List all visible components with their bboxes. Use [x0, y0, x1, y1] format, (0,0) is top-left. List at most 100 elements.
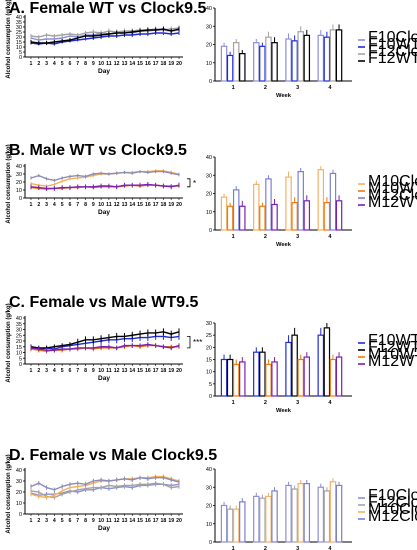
y-tick-label: 30 [16, 25, 22, 31]
bar [323, 490, 331, 543]
x-tick-label: 12 [114, 518, 120, 524]
bar [226, 54, 234, 82]
y-tick-label: 40 [16, 15, 22, 21]
x-tick-label: 10 [98, 61, 104, 67]
x-tick-label: 4 [53, 518, 56, 524]
y-tick-label: 30 [16, 479, 22, 485]
bar [271, 203, 278, 231]
bar [297, 31, 304, 82]
bar [303, 356, 311, 397]
x-tick-label: 11 [106, 368, 112, 374]
x-tick-label: 20 [176, 202, 182, 208]
x-tick-label: 9 [92, 61, 95, 67]
bar [239, 205, 246, 231]
bar [291, 334, 298, 397]
bar [265, 36, 272, 82]
y-tick-label: 0 [19, 196, 22, 202]
bar-x-axis-label-1: Week [276, 242, 292, 248]
series-line-F12WT [30, 28, 180, 44]
y-tick-label: 15 [16, 40, 22, 46]
x-tick-label: 3 [45, 518, 48, 524]
y-tick-label: 10 [16, 501, 22, 507]
x-tick-label: 11 [106, 61, 112, 67]
bar-category-label: 1 [232, 400, 235, 406]
x-tick-label: 19 [168, 368, 174, 374]
x-tick-label: 8 [84, 368, 87, 374]
[object Object]: F12Clock5.2 [368, 43, 417, 60]
x-tick-label: 14 [129, 202, 135, 208]
x-tick-label: 13 [122, 368, 128, 374]
series-line-M12Clock [30, 170, 180, 182]
bar-y-tick-label: 40 [206, 467, 212, 473]
x-tick-label: 15 [137, 202, 143, 208]
bar-y-tick-label: 25 [206, 333, 212, 339]
x-tick-label: 4 [53, 202, 56, 208]
x-tick-label: 5 [61, 518, 64, 524]
x-tick-label: 9 [92, 202, 95, 208]
x-tick-label: 20 [176, 61, 182, 67]
x-tick-label: 16 [145, 61, 151, 67]
series-line-M12WT [30, 343, 180, 351]
x-tick-label: 11 [106, 518, 112, 524]
x-tick-label: 3 [45, 202, 48, 208]
y-axis-label-3: Alcohol consumption (g/kg) [6, 454, 12, 533]
bar [265, 495, 272, 543]
x-tick-label: 17 [153, 368, 159, 374]
bar-y-tick-label: 0 [209, 394, 212, 400]
x-tick-label: 16 [145, 202, 151, 208]
x-tick-label: 18 [161, 368, 167, 374]
series-line-M12WT [30, 183, 180, 190]
x-tick-label: 10 [98, 518, 104, 524]
y-tick-label: 10 [16, 45, 22, 51]
bar [297, 171, 304, 231]
y-tick-label: 20 [16, 339, 22, 345]
bar [271, 42, 278, 82]
bar-y-tick-label: 30 [206, 173, 212, 179]
x-tick-label: 5 [61, 368, 64, 374]
y-tick-label: 5 [19, 356, 22, 362]
bar-y-tick-label: 10 [206, 61, 212, 67]
x-tick-label: 10 [98, 202, 104, 208]
x-tick-label: 15 [137, 368, 143, 374]
x-tick-label: 1 [30, 518, 33, 524]
bar-y-tick-label: 20 [206, 192, 212, 198]
x-tick-label: 18 [161, 518, 167, 524]
x-tick-label: 18 [161, 61, 167, 67]
[object Object]: F12WT5.2 [368, 339, 417, 356]
bar-category-label: 3 [296, 400, 299, 406]
bar [232, 508, 240, 543]
x-tick-label: 13 [122, 518, 128, 524]
bar [220, 45, 228, 82]
bar [317, 34, 325, 82]
bar-y-tick-label: 30 [206, 485, 212, 491]
x-tick-label: 7 [76, 202, 79, 208]
bar-category-label: 1 [232, 546, 235, 550]
bar-y-tick-label: 20 [206, 345, 212, 351]
x-tick-label: 19 [168, 518, 174, 524]
x-tick-label: 7 [76, 368, 79, 374]
bar [232, 189, 240, 231]
bar [335, 200, 343, 231]
x-tick-label: 16 [145, 368, 151, 374]
x-tick-label: 4 [53, 368, 56, 374]
[object Object]: F10WT5.2 [368, 36, 417, 53]
bar [335, 29, 343, 82]
bar-y-tick-label: 20 [206, 43, 212, 49]
[object Object]: F12WT5.2 [368, 50, 417, 67]
x-axis-label-3: Day [98, 525, 110, 532]
bar [297, 358, 304, 397]
bar-y-tick-label: 0 [209, 540, 212, 546]
x-tick-label: 12 [114, 61, 120, 67]
x-tick-label: 17 [153, 202, 159, 208]
[object Object]: M10WT5.2 [368, 346, 417, 363]
y-axis-label-2: Alcohol consumption (g/kg) [6, 303, 12, 382]
bar [285, 484, 292, 543]
x-tick-label: 4 [53, 61, 56, 67]
bar-y-tick-label: 5 [209, 382, 212, 388]
x-tick-label: 12 [114, 368, 120, 374]
y-tick-label: 40 [16, 164, 22, 170]
bar [253, 42, 260, 82]
series-line-F12Clock [30, 27, 180, 38]
x-tick-label: 5 [61, 61, 64, 67]
x-tick-label: 2 [37, 368, 40, 374]
